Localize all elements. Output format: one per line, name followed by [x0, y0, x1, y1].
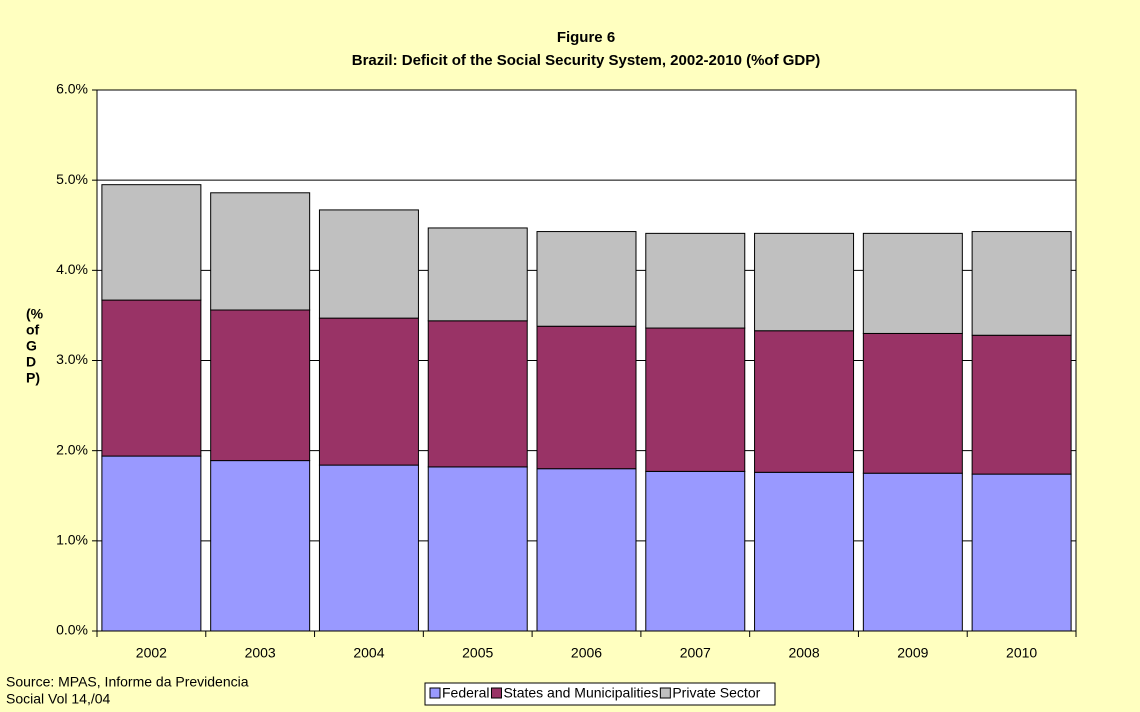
bar-segment	[101, 299, 202, 457]
bar-segment	[536, 325, 637, 470]
bar-segment	[210, 309, 311, 462]
bar-segment	[862, 332, 963, 474]
bar-segment	[536, 231, 637, 327]
x-tick-label: 2005	[462, 645, 493, 661]
legend-label: Private Sector	[672, 685, 760, 701]
chart-title: Figure 6	[557, 29, 615, 46]
bar-segment	[101, 455, 202, 632]
bar-segment	[754, 232, 855, 332]
bar-segment	[427, 466, 528, 632]
y-tick-label: 5.0%	[56, 171, 88, 187]
bar-segment	[318, 464, 419, 632]
bar-segment	[101, 184, 202, 301]
y-tick-label: 3.0%	[56, 351, 88, 367]
legend-label: States and Municipalities	[503, 685, 658, 701]
legend-swatch	[429, 687, 441, 699]
bar-segment	[318, 317, 419, 466]
y-axis-label: D	[26, 354, 36, 370]
bar-segment	[645, 470, 746, 632]
y-tick-label: 6.0%	[56, 81, 88, 97]
y-tick-label: 2.0%	[56, 441, 88, 457]
bar-segment	[754, 471, 855, 632]
bar-segment	[427, 227, 528, 322]
legend-swatch	[490, 687, 502, 699]
y-tick-label: 0.0%	[56, 622, 88, 638]
x-tick-label: 2009	[897, 645, 928, 661]
y-axis-label: P)	[26, 370, 40, 386]
y-axis-label: (%	[26, 306, 44, 322]
legend-label: Federal	[442, 685, 489, 701]
bar-segment	[210, 460, 311, 632]
bar-segment	[427, 320, 528, 468]
x-tick-label: 2007	[680, 645, 711, 661]
bar-segment	[645, 232, 746, 329]
bar-segment	[536, 468, 637, 632]
x-tick-label: 2004	[353, 645, 384, 661]
x-tick-label: 2010	[1006, 645, 1037, 661]
source-note: Social Vol 14,/04	[6, 691, 111, 707]
x-tick-label: 2006	[571, 645, 602, 661]
bar-segment	[971, 334, 1072, 475]
bar-segment	[754, 330, 855, 473]
bar-segment	[862, 472, 963, 632]
bar-segment	[862, 232, 963, 334]
legend-box	[424, 682, 776, 706]
bar-segment	[971, 473, 1072, 632]
chart-subtitle: Brazil: Deficit of the Social Security S…	[352, 52, 821, 69]
y-tick-label: 1.0%	[56, 532, 88, 548]
y-axis-label: of	[26, 322, 40, 338]
x-tick-label: 2003	[245, 645, 276, 661]
x-tick-label: 2002	[136, 645, 167, 661]
y-tick-label: 4.0%	[56, 261, 88, 277]
bar-segment	[645, 327, 746, 472]
legend-swatch	[659, 687, 671, 699]
bar-segment	[318, 209, 419, 319]
bar-segment	[971, 231, 1072, 336]
y-axis-label: G	[26, 338, 37, 354]
x-tick-label: 2008	[788, 645, 819, 661]
source-note: Source: MPAS, Informe da Previdencia	[6, 674, 249, 690]
bar-segment	[210, 192, 311, 311]
